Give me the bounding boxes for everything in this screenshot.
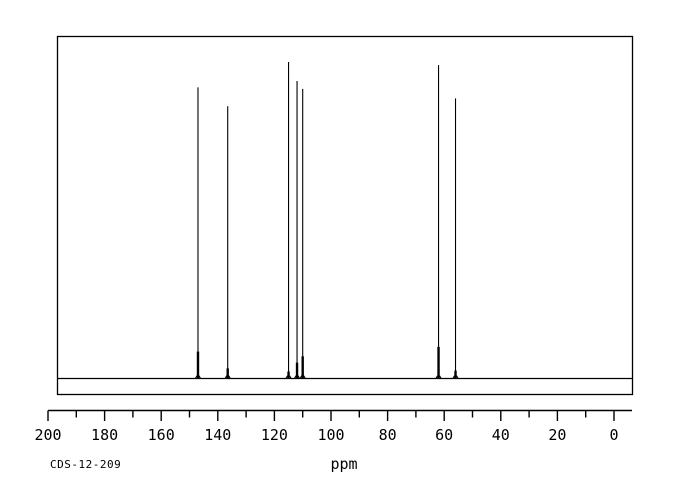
x-axis-tick-label: 100 xyxy=(317,426,344,444)
x-axis-tick-label: 0 xyxy=(609,426,618,444)
x-axis-ticks xyxy=(47,410,615,421)
peak-skirt xyxy=(452,375,459,379)
peak-skirt xyxy=(293,375,301,379)
x-axis-tick-label: 180 xyxy=(91,426,118,444)
spectrum-peak xyxy=(285,62,292,379)
peak-skirt xyxy=(224,375,231,379)
sample-id-label: CDS-12-209 xyxy=(50,458,121,471)
x-axis-tick-labels: 200 180 160 140 120 100 80 60 40 20 0 xyxy=(34,426,618,444)
peak-skirt xyxy=(285,375,292,379)
spectrum-peak xyxy=(299,88,306,379)
spectrum-peak xyxy=(224,106,231,379)
x-axis-tick-label: 20 xyxy=(548,426,566,444)
x-axis-title: ppm xyxy=(330,455,357,473)
spectrum-peak xyxy=(435,65,442,379)
x-axis-tick-label: 140 xyxy=(204,426,231,444)
spectrum-peak xyxy=(452,98,459,379)
x-axis-tick-label: 200 xyxy=(34,426,61,444)
x-axis-tick-label: 40 xyxy=(492,426,510,444)
plot-frame xyxy=(56,35,634,396)
x-axis-tick-label: 60 xyxy=(435,426,453,444)
x-axis-tick-label: 120 xyxy=(261,426,288,444)
peak-skirt xyxy=(194,375,202,379)
peak-skirt xyxy=(299,375,306,379)
spectrum-peak xyxy=(194,87,202,379)
spectrum-peak xyxy=(293,80,301,379)
x-axis-tick-label: 160 xyxy=(148,426,175,444)
spectrum-trace xyxy=(57,62,633,380)
x-axis-tick-label: 80 xyxy=(379,426,397,444)
peak-skirt xyxy=(435,375,442,379)
